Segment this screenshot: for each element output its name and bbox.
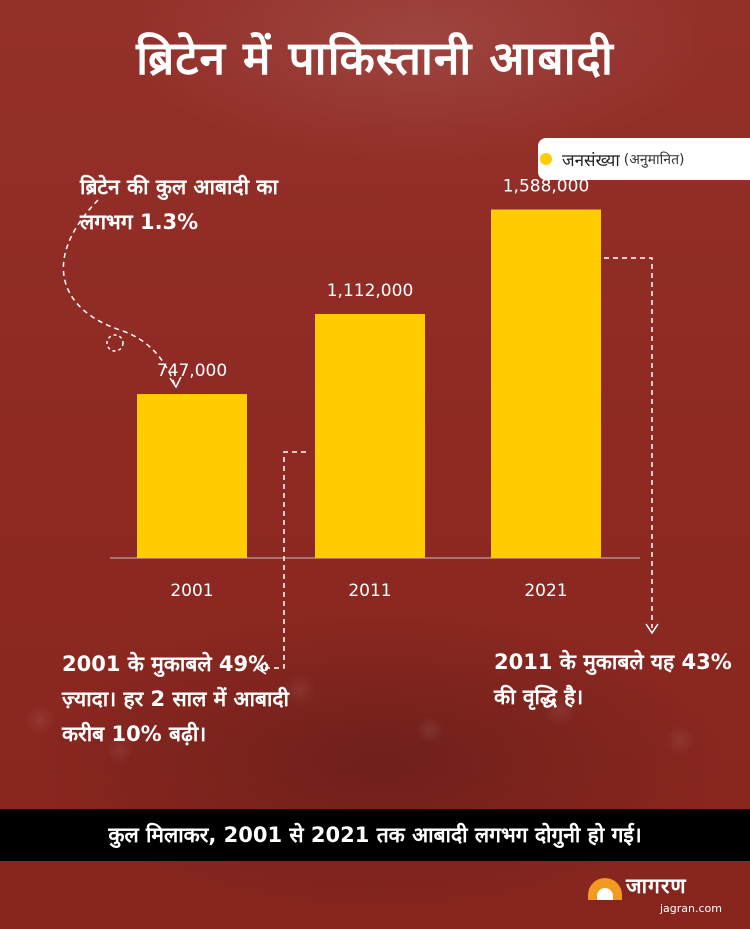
bars: 747,000 2001 1,112,000 2011 1,588,000 2021 [137, 177, 601, 601]
value-label-2011: 1,112,000 [327, 281, 414, 301]
value-label-2001: 747,000 [157, 361, 227, 381]
summary-band: कुल मिलाकर, 2001 से 2021 तक आबादी लगभग द… [0, 809, 750, 861]
x-tick-label-2021: 2021 [524, 581, 567, 601]
brand-logo: जागरण jagran.com [588, 872, 738, 920]
annotation-arrowhead-2011 [255, 661, 267, 675]
sun-icon [588, 878, 622, 900]
annotation-2001: ब्रिटेन की कुल आबादी का लगभग 1.3% [80, 175, 278, 234]
annotation-loop-2001 [106, 334, 124, 352]
bar-2011 [315, 313, 425, 558]
x-tick-label-2001: 2001 [170, 581, 213, 601]
annotation-connector-2001 [62, 199, 176, 386]
annotation-2011: 2001 के मुकाबले 49% ज़्यादा। हर 2 साल मे… [62, 652, 289, 746]
legend-swatch [540, 153, 552, 165]
annotation-arrowhead-2001 [169, 376, 182, 389]
brand-url: jagran.com [660, 902, 723, 915]
bar-2021 [491, 209, 601, 558]
x-tick-label-2011: 2011 [348, 581, 391, 601]
crowd-backdrop [0, 600, 750, 810]
annotation-2021: 2011 के मुकाबले यह 43% की वृद्धि है। [494, 650, 732, 709]
annotation-connector-2011 [262, 451, 306, 669]
brand-name: जागरण [626, 874, 687, 898]
annotation-connector-2021 [604, 257, 653, 628]
legend: जनसंख्या (अनुमानित) [538, 138, 750, 180]
bar-2001 [137, 394, 247, 558]
annotation-lines [62, 199, 659, 675]
legend-label: जनसंख्या [562, 150, 620, 171]
value-label-2021: 1,588,000 [503, 177, 590, 197]
annotation-arrowhead-2021 [645, 623, 659, 635]
page-title: ब्रिटेन में पाकिस्तानी आबादी [136, 31, 614, 85]
summary-text: कुल मिलाकर, 2001 से 2021 तक आबादी लगभग द… [108, 823, 642, 847]
legend-sublabel: (अनुमानित) [623, 151, 685, 168]
